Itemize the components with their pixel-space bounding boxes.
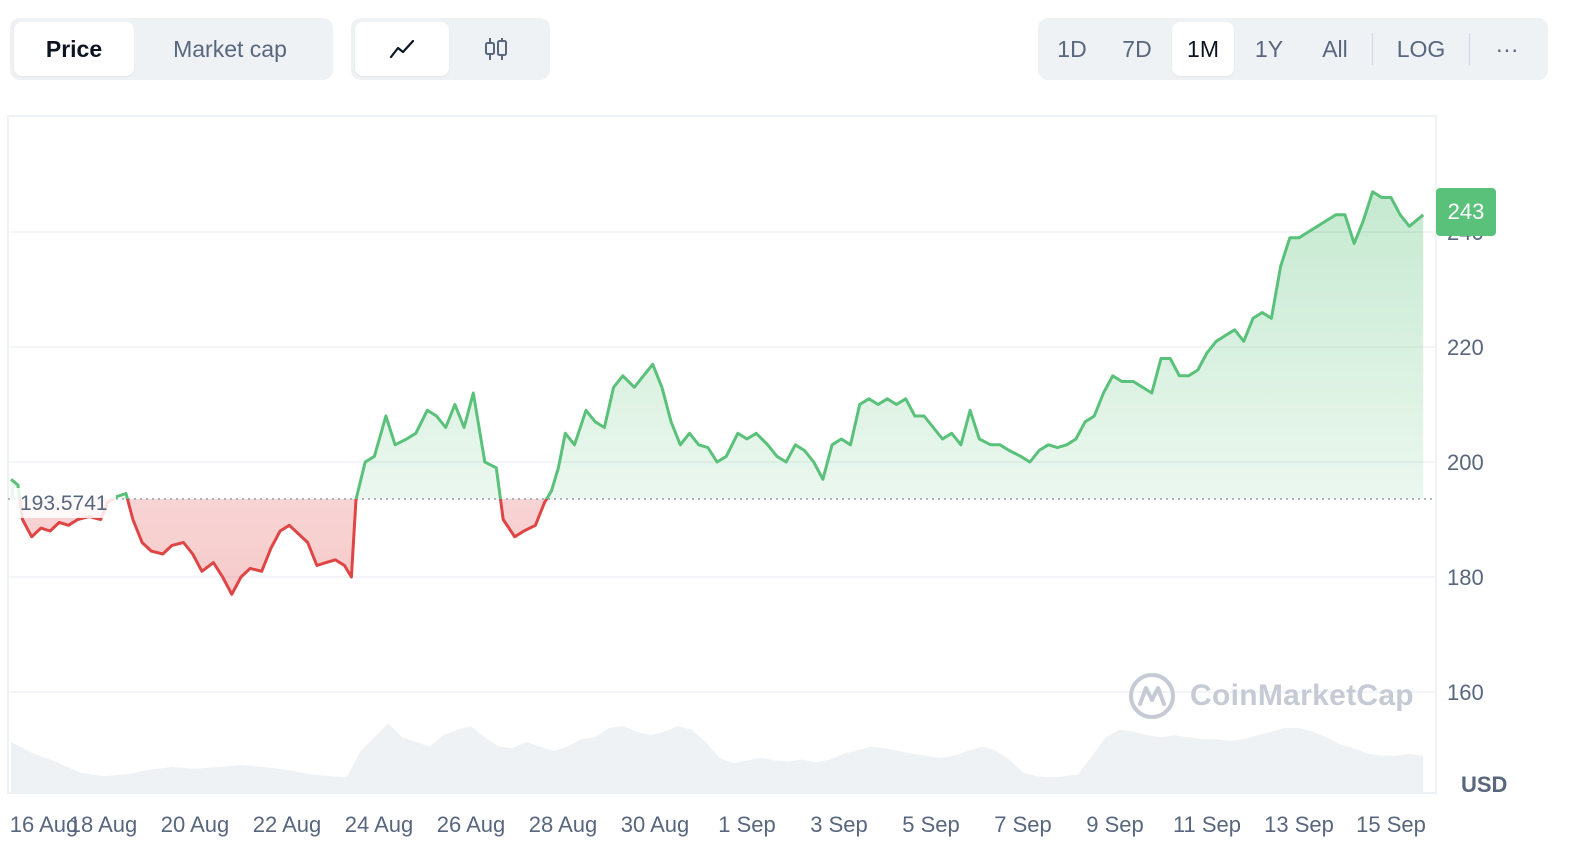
range-all-button[interactable]: All <box>1322 35 1348 62</box>
line-chart-button[interactable] <box>355 22 449 76</box>
x-tick-label: 22 Aug <box>253 812 322 837</box>
x-tick-label: 11 Sep <box>1173 812 1241 837</box>
volume-area <box>11 723 1424 793</box>
range-1m-button[interactable]: 1M <box>1172 22 1234 76</box>
x-tick-label: 16 Aug <box>10 812 79 837</box>
current-price-badge: 243 <box>1436 188 1496 236</box>
currency-label: USD <box>1461 772 1508 797</box>
range-1d-button[interactable]: 1D <box>1057 35 1087 62</box>
candlestick-icon <box>485 38 507 60</box>
x-tick-label: 1 Sep <box>718 812 776 837</box>
price-area-down <box>19 498 547 595</box>
range-toggle: 1D 7D 1M 1Y All LOG ··· <box>1038 18 1548 80</box>
watermark-text: CoinMarketCap <box>1190 679 1414 712</box>
baseline-label-bg <box>14 488 116 518</box>
x-tick-label: 20 Aug <box>161 812 230 837</box>
baseline-label: 193.5741 <box>20 492 108 515</box>
y-tick-label: 220 <box>1447 335 1484 360</box>
y-tick-label: 180 <box>1447 565 1484 590</box>
watermark: CoinMarketCap <box>1128 672 1414 720</box>
x-tick-label: 3 Sep <box>810 812 868 837</box>
coinmarketcap-logo-icon <box>1129 673 1175 719</box>
chart-type-toggle <box>351 18 550 80</box>
x-tick-label: 15 Sep <box>1356 812 1426 837</box>
x-tick-label: 5 Sep <box>902 812 960 837</box>
line-chart-icon <box>389 39 415 59</box>
x-tick-label: 28 Aug <box>529 812 598 837</box>
toolbar-divider <box>1372 33 1373 65</box>
x-tick-label: 26 Aug <box>437 812 506 837</box>
toolbar-divider <box>1469 33 1470 65</box>
y-tick-label: 160 <box>1447 680 1484 705</box>
y-axis: 240220200180160 <box>1447 220 1484 705</box>
x-tick-label: 30 Aug <box>621 812 690 837</box>
x-tick-label: 18 Aug <box>69 812 138 837</box>
more-options-button[interactable]: ··· <box>1495 35 1519 62</box>
x-tick-label: 24 Aug <box>345 812 414 837</box>
y-tick-label: 200 <box>1447 450 1484 475</box>
x-tick-label: 7 Sep <box>994 812 1052 837</box>
tab-market-cap[interactable]: Market cap <box>173 35 287 62</box>
candlestick-chart-button[interactable] <box>449 22 543 76</box>
range-7d-button[interactable]: 7D <box>1122 35 1152 62</box>
x-tick-label: 9 Sep <box>1086 812 1144 837</box>
metric-toggle: Price Market cap <box>10 18 333 80</box>
price-line-up <box>10 190 1425 499</box>
price-line-down <box>18 498 549 596</box>
tab-price[interactable]: Price <box>14 22 134 76</box>
x-tick-label: 13 Sep <box>1264 812 1334 837</box>
log-scale-button[interactable]: LOG <box>1396 35 1446 62</box>
price-area-up <box>11 191 1424 499</box>
range-1y-button[interactable]: 1Y <box>1254 35 1284 62</box>
